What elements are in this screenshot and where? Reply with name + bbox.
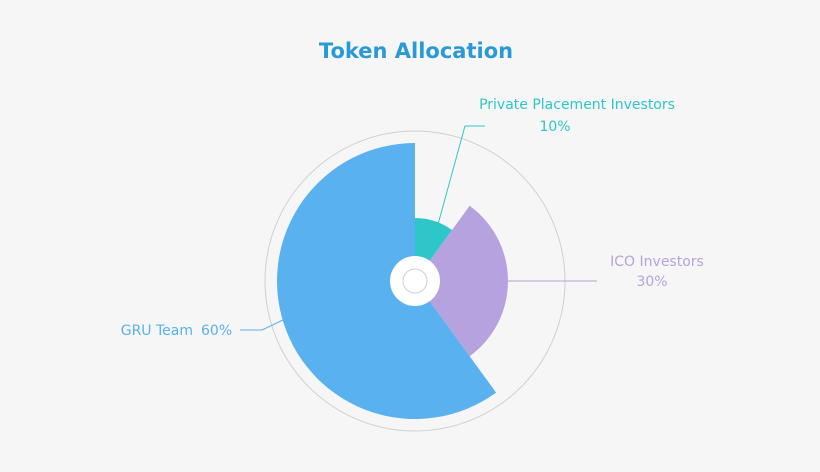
chart-title: Token Allocation <box>319 39 513 63</box>
leader-line <box>436 125 485 229</box>
slice-label: Private Placement Investors <box>479 97 675 113</box>
slice <box>277 143 497 419</box>
slice <box>415 205 508 357</box>
slice-label: ICO Investors <box>610 254 704 270</box>
value-label: 60% <box>201 323 232 339</box>
value-label: 30% <box>636 274 667 290</box>
value-label: 10% <box>539 119 570 135</box>
hole <box>390 256 440 306</box>
slice-label: GRU Team <box>121 323 193 339</box>
leader-line <box>240 319 284 331</box>
hole-ring <box>402 268 428 294</box>
